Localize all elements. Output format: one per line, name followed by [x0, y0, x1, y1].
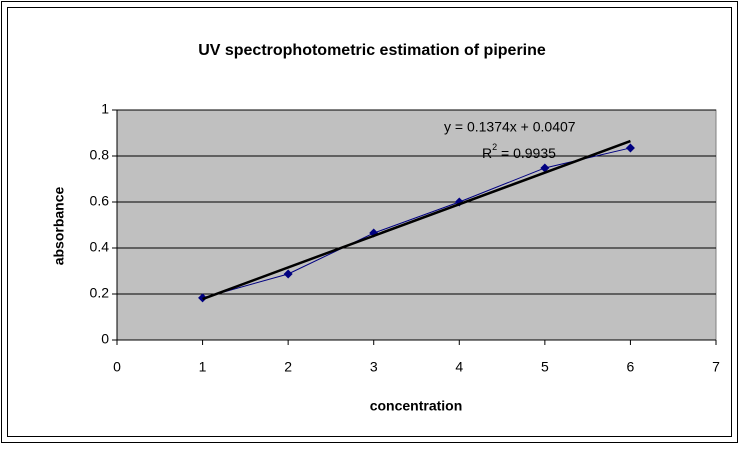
r-squared: R2 = 0.9935	[482, 142, 556, 160]
data-point	[625, 143, 635, 153]
x-tick-label: 5	[541, 359, 549, 375]
trendline	[202, 139, 631, 301]
y-tick-label: 0.8	[90, 147, 110, 163]
x-tick-label: 0	[113, 359, 121, 375]
x-tick-label: 3	[370, 359, 378, 375]
series-line	[202, 147, 631, 299]
x-tick-label: 4	[455, 359, 463, 375]
y-tick-label: 0.4	[90, 239, 110, 255]
chart-border	[7, 7, 732, 437]
y-axis-label: absorbance	[51, 186, 67, 265]
r-squared-value: = 0.9935	[497, 145, 556, 161]
x-tick-label: 2	[284, 359, 292, 375]
r-squared-symbol: R	[482, 145, 492, 161]
y-tick-label: 1	[101, 101, 109, 117]
x-axis-label: concentration	[370, 398, 463, 414]
y-tick-label: 0.2	[90, 285, 110, 301]
x-tick-label: 1	[199, 359, 207, 375]
trendline-equation: y = 0.1374x + 0.0407	[444, 119, 576, 135]
chart-title: UV spectrophotometric estimation of pipe…	[198, 42, 546, 59]
data-point	[283, 269, 293, 279]
x-tick-label: 6	[627, 359, 635, 375]
y-tick-label: 0.6	[90, 193, 110, 209]
r-squared-exponent: 2	[492, 142, 497, 152]
y-tick-label: 0	[101, 331, 109, 347]
plot-area	[116, 109, 717, 341]
data-point	[540, 163, 550, 173]
x-tick-label: 7	[712, 359, 720, 375]
